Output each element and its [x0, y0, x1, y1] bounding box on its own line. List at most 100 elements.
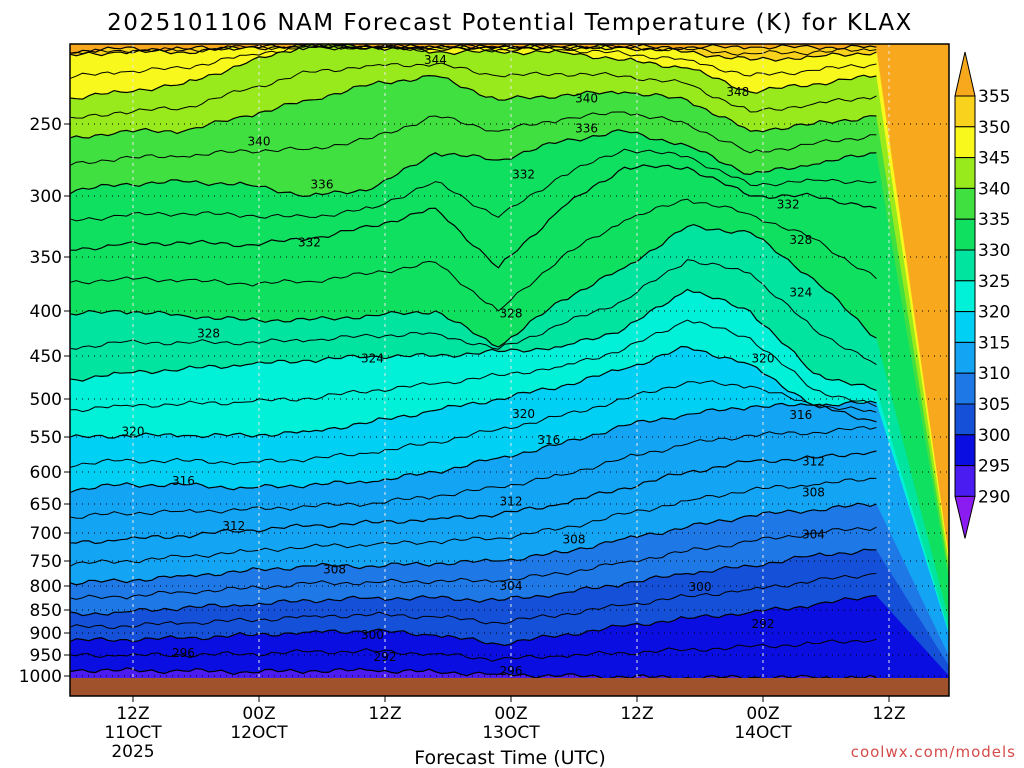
contour-label: 348 [726, 85, 749, 99]
x-tick-label: 00Z [242, 704, 275, 724]
x-tick-label: 2025 [111, 742, 154, 762]
contour-label: 324 [361, 352, 384, 366]
contour-label: 316 [537, 433, 560, 447]
colorbar-segment [954, 372, 976, 405]
x-tick-label: 00Z [746, 704, 779, 724]
contour-338 [70, 111, 877, 167]
colorbar-bottom-arrow [954, 495, 976, 539]
y-tick-label: 450 [30, 347, 62, 367]
colorbar-segment [954, 341, 976, 374]
contour-label: 336 [311, 177, 334, 191]
plot-area: 3523443483403363403363363323323323283243… [46, 44, 949, 678]
colorbar-label: 325 [978, 272, 1010, 292]
contour-342 [70, 62, 877, 119]
credit-text: coolwx.com/models [851, 743, 1016, 761]
y-tick-label: 550 [30, 428, 62, 448]
x-tick-label: 12Z [872, 704, 905, 724]
contour-310 [70, 477, 877, 567]
contour-label: 312 [802, 455, 825, 469]
colorbar-segment [954, 126, 976, 159]
contour-label: 324 [46, 374, 69, 388]
contour-label: 336 [575, 121, 598, 135]
y-tick-label: 700 [30, 524, 62, 544]
y-tick-label: 650 [30, 495, 62, 515]
contour-label: 332 [298, 235, 321, 249]
contour-label: 300 [689, 580, 712, 594]
colorbar-label: 320 [978, 303, 1010, 323]
colorbar-label: 300 [978, 426, 1010, 446]
contour-label: 332 [777, 198, 800, 212]
y-tick-label: 300 [30, 187, 62, 207]
colorbar-segment [954, 403, 976, 436]
contour-labels: 3523443483403363403363363323323323283243… [46, 53, 825, 678]
colorbar-label: 335 [978, 210, 1010, 230]
contour-label: 320 [122, 425, 145, 439]
contour-label: 344 [424, 53, 447, 67]
contour-306 [70, 526, 877, 600]
colorbar-segment [954, 218, 976, 251]
colorbar-segment [954, 311, 976, 343]
contour-label: 308 [563, 533, 586, 547]
x-tick-label: 13OCT [482, 723, 540, 743]
colorbar-segment [954, 249, 976, 282]
contour-label: 320 [752, 352, 775, 366]
contour-326 [70, 259, 877, 366]
contour-label: 300 [361, 628, 384, 642]
x-tick-label: 11OCT [104, 723, 162, 743]
contour-label: 340 [248, 134, 271, 148]
x-tick-label: 00Z [494, 704, 527, 724]
contour-292 [70, 667, 877, 678]
colorbar-segment [954, 187, 976, 220]
colorbar-label: 330 [978, 241, 1010, 261]
contour-328 [70, 223, 877, 348]
y-tick-label: 350 [30, 248, 62, 268]
x-axis-label: Forecast Time (UTC) [414, 747, 605, 768]
contour-304 [70, 548, 877, 617]
contour-label: 296 [500, 664, 523, 678]
colorbar-label: 315 [978, 333, 1010, 353]
colorbar-label: 355 [978, 87, 1010, 107]
colorbar-label: 305 [978, 395, 1010, 415]
colorbar-label: 295 [978, 457, 1010, 477]
contour-334 [70, 148, 877, 222]
contour-346 [70, 44, 877, 80]
contour-324 [70, 288, 877, 391]
contour-314 [70, 426, 877, 519]
y-tick-label: 950 [30, 646, 62, 666]
colorbar-segment [954, 95, 976, 128]
y-axis: 250 300 350 400 450 500 550 600 650 700 750 800 850 9… [19, 115, 70, 687]
y-tick-label: 850 [30, 601, 62, 621]
y-tick-label: 1000 [19, 667, 62, 687]
colorbar-top-arrow [954, 51, 976, 97]
contour-322 [70, 319, 877, 413]
colorbar-label: 350 [978, 118, 1010, 138]
band-below-292 [70, 667, 879, 678]
contour-label: 296 [172, 646, 195, 660]
contour-label: 292 [752, 617, 775, 631]
gridlines [70, 44, 949, 678]
surface-strip [70, 678, 949, 696]
contour-332 [70, 164, 877, 269]
colorbar-segment [954, 157, 976, 189]
contour-label: 308 [323, 563, 346, 577]
colorbar-label: 340 [978, 179, 1010, 199]
contour-336 [70, 129, 877, 198]
x-tick-label: 14OCT [734, 723, 792, 743]
y-tick-label: 250 [30, 115, 62, 135]
colorbar-segment [954, 434, 976, 467]
contour-label: 304 [500, 579, 523, 593]
contour-344 [70, 44, 877, 100]
contour-352 [70, 44, 877, 54]
contour-320 [70, 345, 877, 439]
contour-label: 340 [575, 91, 598, 105]
contour-lines [70, 44, 877, 678]
y-tick-label: 500 [30, 390, 62, 410]
x-tick-label: 12OCT [230, 723, 288, 743]
contour-label: 328 [500, 307, 523, 321]
contour-label: 320 [512, 407, 535, 421]
contour-label: 324 [789, 286, 812, 300]
colorbar-label: 345 [978, 149, 1010, 169]
y-tick-label: 800 [30, 577, 62, 597]
